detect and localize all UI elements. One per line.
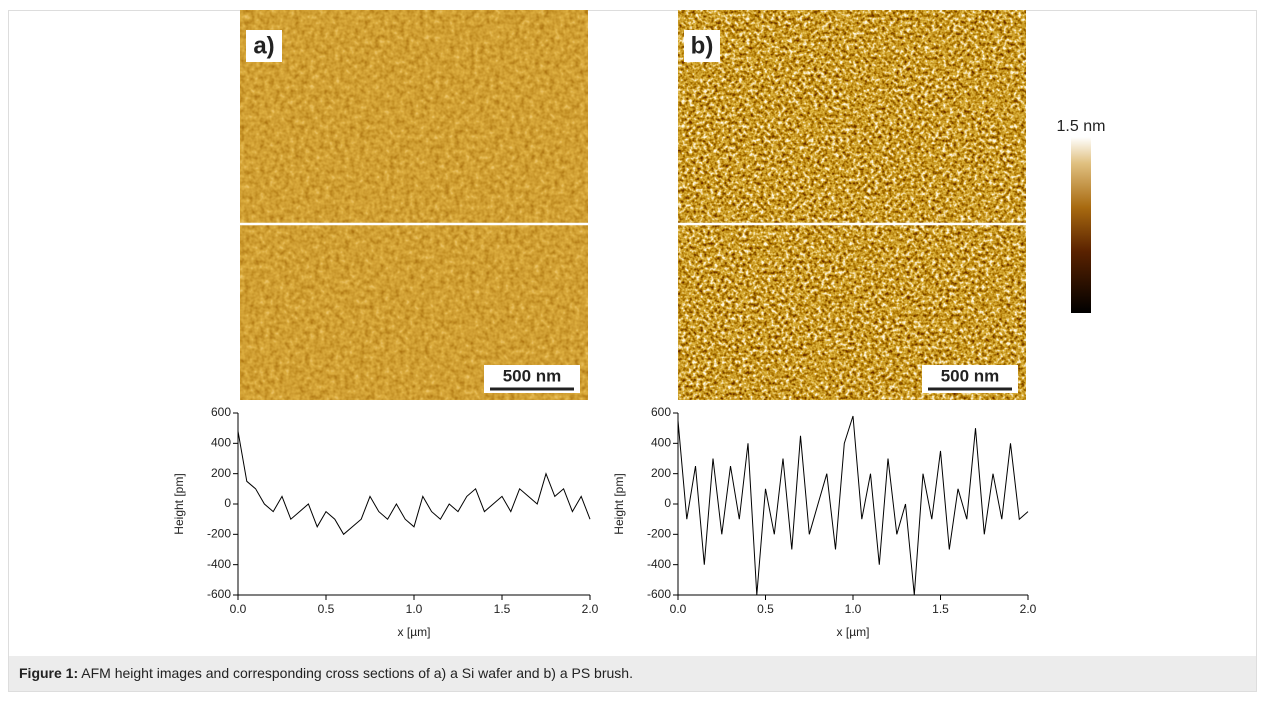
afm-image — [240, 10, 588, 400]
y-axis-label: Height [pm] — [612, 473, 626, 534]
x-tick-label: 0.5 — [318, 602, 335, 616]
y-tick-label: -600 — [207, 587, 231, 601]
panel-label: a) — [253, 32, 274, 59]
x-tick-label: 2.0 — [1020, 602, 1037, 616]
y-tick-label: 0 — [664, 496, 671, 510]
afm-image — [678, 10, 1026, 400]
y-tick-label: 400 — [211, 436, 231, 450]
caption-text: AFM height images and corresponding cros… — [81, 665, 633, 681]
y-tick-label: -200 — [647, 527, 671, 541]
scale-bar-label: 500 nm — [941, 366, 1000, 385]
y-axis-label: Height [pm] — [172, 473, 186, 534]
x-tick-label: 0.0 — [670, 602, 687, 616]
colorbar — [1071, 137, 1091, 313]
figure: a) b) 500 nm 500 nm 1.5 nm -600 -400 -200 0… — [172, 10, 1106, 639]
y-tick-label: 200 — [651, 466, 671, 480]
panel-label-box — [246, 30, 282, 62]
x-tick-label: 0.5 — [757, 602, 774, 616]
y-tick-label: -200 — [207, 527, 231, 541]
y-tick-label: 600 — [651, 405, 671, 419]
caption: Figure 1: AFM height images and correspo… — [9, 656, 1256, 691]
colorbar-label: 1.5 nm — [1057, 118, 1106, 135]
y-tick-label: 0 — [224, 496, 231, 510]
scale-bar-label: 500 nm — [503, 366, 562, 385]
y-tick-label: 400 — [651, 436, 671, 450]
x-tick-label: 0.0 — [230, 602, 247, 616]
data-line — [237, 431, 591, 536]
y-tick-label: 600 — [211, 405, 231, 419]
caption-label: Figure 1: — [19, 665, 79, 681]
y-tick-label: -400 — [207, 557, 231, 571]
x-tick-label: 1.5 — [494, 602, 511, 616]
data-line — [677, 415, 1029, 596]
y-tick-label: 200 — [211, 466, 231, 480]
panel-label: b) — [691, 32, 714, 59]
figure-frame — [8, 10, 1257, 692]
panel-label-box — [684, 30, 720, 62]
x-tick-label: 1.0 — [845, 602, 862, 616]
x-tick-label: 1.5 — [932, 602, 949, 616]
x-axis-label: x [µm] — [837, 625, 870, 639]
x-axis-label: x [µm] — [398, 625, 431, 639]
y-tick-label: -600 — [647, 587, 671, 601]
x-tick-label: 2.0 — [582, 602, 599, 616]
x-tick-label: 1.0 — [406, 602, 423, 616]
y-tick-label: -400 — [647, 557, 671, 571]
